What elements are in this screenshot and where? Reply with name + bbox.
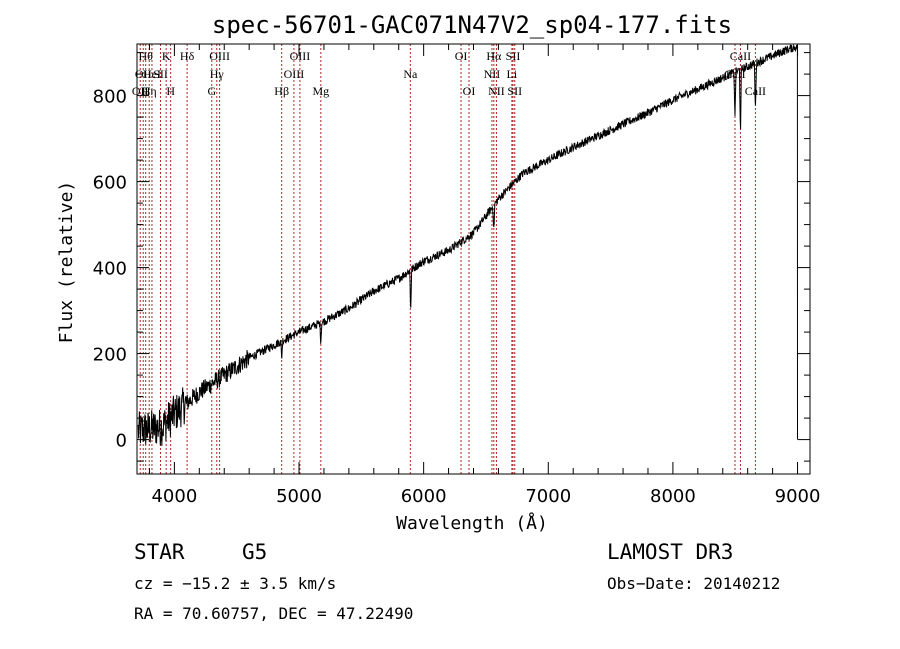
- marker-label-5: SII: [153, 67, 168, 81]
- spectrum-line: [137, 43, 798, 446]
- marker-label-17: OI: [455, 49, 468, 63]
- y-tick-label: 600: [93, 173, 127, 194]
- survey-name: LAMOST DR3: [607, 540, 734, 564]
- marker-label-12: Hβ: [274, 84, 289, 98]
- marker-label-2: Hθ: [139, 49, 154, 63]
- marker-label-25: CaII: [724, 67, 745, 81]
- marker-label-19: NII: [484, 67, 501, 81]
- axis-ticks: [137, 44, 810, 474]
- y-tick-label: 400: [93, 259, 127, 280]
- marker-label-1: OII: [135, 67, 152, 81]
- marker-label-18: OI: [463, 84, 476, 98]
- y-tick-label: 800: [93, 87, 127, 108]
- marker-label-26: CaII: [730, 49, 751, 63]
- spectral-subclass: G5: [242, 540, 268, 564]
- line-marker-labels: OIIOIIHθHηHeISIIKHHδGHγOIIIHβOIIIOIIIMgN…: [132, 49, 766, 98]
- marker-label-11: OIII: [209, 49, 230, 63]
- marker-label-6: K: [162, 49, 171, 63]
- x-tick-label: 7000: [525, 486, 571, 507]
- axis-tick-labels: 4000 5000 6000 7000 8000 9000 0 200 400 600 800: [93, 87, 821, 507]
- marker-label-24: SII: [507, 84, 522, 98]
- marker-label-23: SII: [506, 49, 521, 63]
- marker-label-9: G: [207, 84, 216, 98]
- x-tick-label: 9000: [775, 486, 821, 507]
- marker-label-0: OII: [132, 84, 149, 98]
- spectral-class: STAR: [134, 540, 185, 564]
- x-tick-label: 4000: [151, 486, 197, 507]
- marker-label-14: OIII: [290, 49, 311, 63]
- x-tick-label: 5000: [276, 486, 322, 507]
- plot-frame: [136, 43, 811, 475]
- marker-label-20: Hα: [486, 49, 502, 63]
- x-tick-label: 8000: [650, 486, 696, 507]
- marker-label-22: Li: [507, 67, 518, 81]
- y-tick-label: 200: [93, 345, 127, 366]
- marker-label-21: NII: [488, 84, 505, 98]
- redshift-info: cz = −15.2 ± 3.5 km/s: [134, 574, 337, 593]
- marker-label-10: Hγ: [210, 67, 225, 81]
- obs-date: Obs−Date: 20140212: [607, 574, 781, 593]
- marker-label-16: Na: [403, 67, 418, 81]
- marker-label-3: Hη: [142, 84, 157, 98]
- marker-label-27: CaII: [745, 84, 766, 98]
- marker-label-4: HeI: [143, 67, 161, 81]
- marker-label-15: Mg: [312, 84, 329, 98]
- y-tick-label: 0: [116, 431, 127, 452]
- y-axis-label: Flux (relative): [56, 181, 77, 344]
- chart-title: spec-56701-GAC071N47V2_sp04-177.fits: [212, 11, 732, 39]
- marker-label-7: H: [166, 84, 175, 98]
- coordinates: RA = 70.60757, DEC = 47.22490: [134, 604, 414, 623]
- emission-line-markers: [139, 44, 756, 474]
- x-tick-label: 6000: [401, 486, 447, 507]
- x-axis-label: Wavelength (Å): [396, 512, 548, 534]
- marker-label-8: Hδ: [180, 49, 195, 63]
- marker-label-13: OIII: [284, 67, 305, 81]
